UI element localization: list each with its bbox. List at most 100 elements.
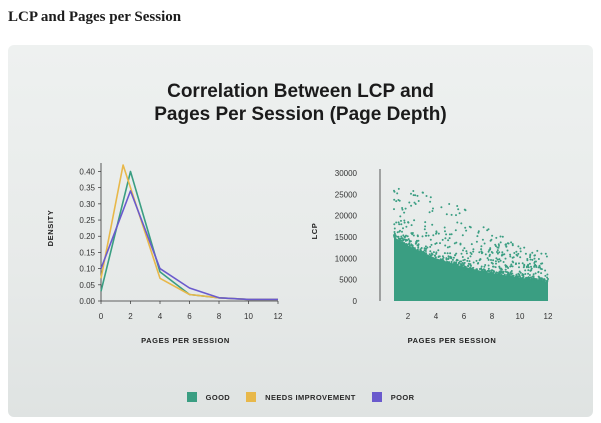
scatter-x-tick-label: 10 [516, 312, 525, 321]
scatter-point [402, 239, 405, 242]
scatter-point [425, 231, 428, 234]
scatter-point [521, 278, 524, 280]
scatter-point [487, 258, 490, 261]
scatter-point [497, 260, 500, 263]
scatter-point [455, 261, 458, 264]
scatter-point [495, 275, 498, 278]
scatter-point [467, 262, 470, 265]
scatter-point [453, 242, 456, 245]
scatter-point [513, 252, 516, 254]
scatter-point [496, 246, 499, 249]
legend: GOOD NEEDS IMPROVEMENT POOR [0, 392, 601, 402]
density-chart: 0.00 0.05 0.10 0.15 0.20 0.25 0.30 0.35 0.40 0 2 4 6… [46, 163, 283, 345]
scatter-point [495, 271, 498, 274]
scatter-point [504, 257, 507, 260]
scatter-point [425, 195, 428, 197]
scatter-point [543, 281, 546, 284]
scatter-point [478, 268, 481, 270]
scatter-point [430, 252, 433, 255]
scatter-point [463, 208, 466, 211]
scatter-point [518, 266, 520, 269]
scatter-point [434, 261, 437, 263]
scatter-point [512, 261, 515, 264]
scatter-point [544, 274, 547, 277]
scatter-point [460, 260, 462, 263]
scatter-point [524, 273, 527, 275]
scatter-point [482, 226, 485, 229]
scatter-point [547, 278, 549, 280]
scatter-point [419, 252, 422, 255]
scatter-point [442, 260, 445, 262]
scatter-point [483, 242, 486, 245]
scatter-point [501, 253, 504, 256]
scatter-point [501, 235, 504, 238]
scatter-point [529, 256, 531, 259]
scatter-point [456, 263, 459, 266]
scatter-point [401, 241, 404, 244]
scatter-point [431, 223, 434, 226]
scatter-point [481, 270, 484, 273]
scatter-point [430, 243, 433, 246]
scatter-chart: 0 5000 10000 15000 20000 25000 30000 2 4 6 8 10 12 PA… [310, 169, 553, 345]
scatter-point [396, 231, 399, 234]
scatter-point [525, 265, 528, 268]
scatter-point [484, 264, 487, 266]
scatter-point [429, 200, 432, 203]
scatter-point [531, 251, 534, 254]
scatter-point [452, 264, 455, 267]
scatter-point [499, 235, 502, 238]
scatter-point [403, 242, 406, 244]
scatter-point [403, 238, 406, 241]
scatter-point [515, 274, 518, 277]
scatter-point [505, 245, 508, 248]
scatter-point [487, 250, 490, 253]
scatter-point [429, 238, 432, 241]
scatter-point [455, 252, 458, 255]
scatter-point [502, 270, 505, 273]
scatter-point [540, 268, 543, 271]
scatter-point [531, 275, 534, 278]
scatter-point [472, 248, 475, 251]
scatter-point [496, 258, 499, 261]
scatter-point [450, 213, 453, 216]
scatter-point [480, 248, 483, 251]
chart-title: Correlation Between LCP and Pages Per Se… [0, 80, 601, 126]
legend-label-good: GOOD [205, 392, 231, 402]
scatter-point [533, 265, 536, 268]
scatter-point [463, 268, 466, 271]
scatter-point [488, 253, 491, 256]
scatter-point [438, 255, 441, 258]
scatter-point [488, 270, 491, 273]
scatter-point [399, 215, 402, 218]
scatter-point [397, 235, 400, 238]
scatter-point [517, 252, 520, 255]
scatter-point [465, 229, 468, 232]
scatter-point [395, 221, 398, 224]
scatter-point [533, 278, 535, 281]
scatter-point [416, 194, 419, 197]
scatter-point [452, 256, 455, 259]
scatter-point [478, 259, 481, 262]
scatter-point [401, 207, 404, 209]
scatter-point [491, 234, 494, 237]
scatter-point [420, 250, 423, 253]
scatter-point [497, 243, 500, 246]
scatter-point [510, 275, 513, 278]
scatter-point [453, 261, 456, 264]
scatter-point [501, 251, 504, 254]
scatter-point [527, 269, 530, 272]
scatter-point [518, 270, 521, 273]
scatter-point [527, 263, 530, 266]
scatter-point [423, 228, 426, 231]
scatter-point [429, 250, 432, 253]
scatter-point [443, 226, 446, 229]
scatter-point [504, 270, 507, 273]
scatter-point [510, 241, 513, 244]
scatter-x-tick-label: 4 [434, 312, 439, 321]
scatter-point [496, 273, 499, 276]
scatter-point [498, 244, 500, 247]
scatter-point [410, 192, 412, 195]
scatter-point [532, 273, 535, 276]
scatter-point [400, 235, 403, 238]
scatter-point [413, 201, 416, 204]
